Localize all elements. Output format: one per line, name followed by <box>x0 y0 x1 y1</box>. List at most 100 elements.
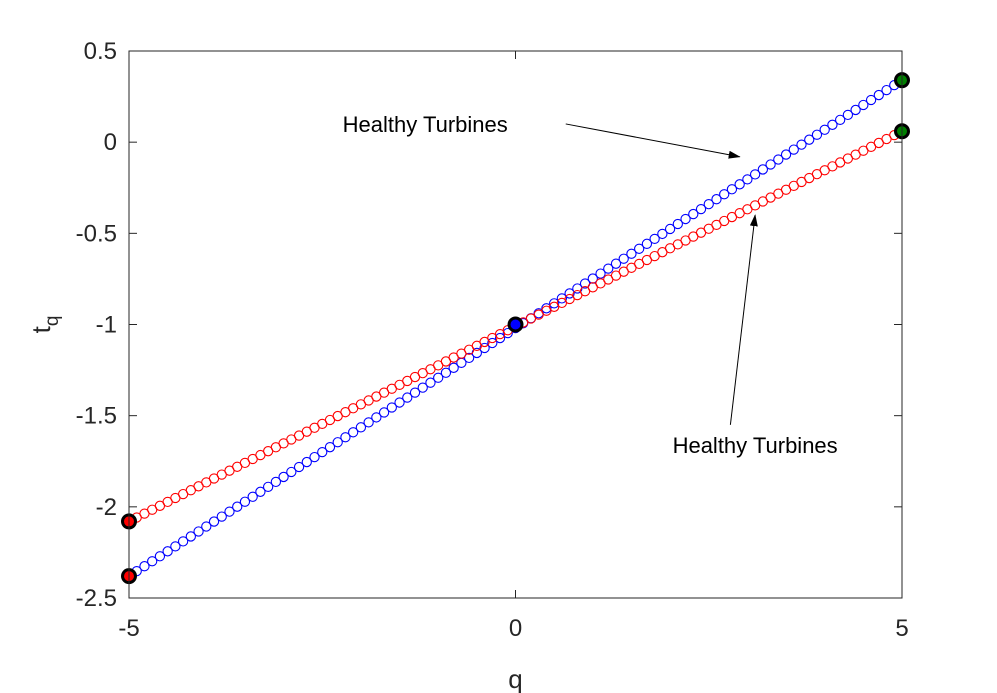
y-tick-label: -1 <box>96 312 117 339</box>
y-tick-label: -1.5 <box>76 403 117 430</box>
y-axis-label-subscript: q <box>42 316 63 327</box>
data-point <box>177 536 189 547</box>
data-point <box>804 134 815 145</box>
data-point <box>340 432 351 443</box>
data-point <box>185 531 196 542</box>
y-tick-label: -2 <box>96 494 117 521</box>
data-point <box>603 263 614 274</box>
annotation-arrow <box>729 214 758 425</box>
data-point <box>703 199 714 210</box>
data-point <box>780 149 792 160</box>
data-point <box>255 486 266 497</box>
data-point <box>649 233 660 245</box>
data-point <box>139 561 150 572</box>
data-point <box>433 372 444 383</box>
data-point <box>201 521 212 532</box>
data-point <box>494 332 506 344</box>
y-axis-label-main: t <box>26 325 56 333</box>
annotation-text: Healthy Turbines <box>673 433 838 458</box>
data-point <box>773 154 784 165</box>
axes: -5 0 5 0.5 0 -0.5 -1 -1.5 -2 -2.5 <box>76 38 909 642</box>
y-tick-label: -0.5 <box>76 220 117 247</box>
data-point <box>232 501 243 512</box>
data-point <box>811 129 823 140</box>
data-point <box>742 174 753 185</box>
data-point <box>278 471 289 483</box>
data-point <box>502 327 513 339</box>
annotation-arrow <box>565 123 741 159</box>
data-point <box>618 253 629 264</box>
data-point <box>734 179 745 190</box>
data-point <box>216 511 227 522</box>
data-point <box>865 94 877 106</box>
data-point <box>239 496 251 507</box>
data-point <box>463 352 475 364</box>
data-point <box>378 407 390 418</box>
data-point <box>417 382 428 393</box>
annotation-1: Healthy Turbines <box>343 112 741 159</box>
data-point <box>309 451 320 463</box>
x-tick-label: 0 <box>509 615 522 642</box>
data-point <box>371 412 382 423</box>
data-point <box>819 124 830 135</box>
data-point <box>626 248 637 259</box>
data-point <box>726 184 738 195</box>
y-tick-label: -2.5 <box>76 585 117 612</box>
data-point <box>610 258 622 269</box>
data-point <box>549 298 560 309</box>
data-point <box>147 556 158 567</box>
data-point <box>657 228 668 240</box>
data-point <box>402 392 413 403</box>
data-point <box>749 169 761 180</box>
data-point <box>564 288 575 299</box>
data-point <box>448 362 459 373</box>
data-point <box>487 337 498 349</box>
data-point <box>355 422 367 433</box>
data-point <box>440 367 452 378</box>
data-point <box>881 84 892 96</box>
data-point <box>788 144 799 155</box>
annotation-2: Healthy Turbines <box>673 214 838 458</box>
data-point <box>796 139 807 150</box>
data-point <box>301 456 312 468</box>
data-point <box>765 159 776 170</box>
annotation-text: Healthy Turbines <box>343 112 508 137</box>
data-point <box>293 461 305 473</box>
data-point <box>688 208 699 220</box>
data-point <box>332 437 343 448</box>
data-point <box>719 189 730 200</box>
data-point <box>680 213 691 225</box>
data-point <box>386 402 397 413</box>
data-point <box>170 541 181 552</box>
x-axis-label: q <box>508 664 522 693</box>
data-point <box>286 466 297 478</box>
data-point <box>394 397 405 408</box>
data-point <box>835 114 846 125</box>
data-point <box>641 238 653 249</box>
x-tick-label: 5 <box>895 615 908 642</box>
data-point <box>425 377 436 388</box>
data-point <box>224 506 235 517</box>
y-tick-label: 0 <box>104 129 117 156</box>
data-point <box>572 283 583 294</box>
data-point <box>270 476 282 488</box>
data-point <box>317 446 328 458</box>
data-point <box>363 417 374 428</box>
data-point <box>154 551 166 562</box>
data-point <box>348 427 359 438</box>
data-point <box>262 481 274 492</box>
data-point <box>842 109 854 121</box>
data-point <box>711 194 722 205</box>
data-point <box>208 516 220 527</box>
data-point <box>850 104 861 116</box>
data-point <box>409 387 421 398</box>
data-point <box>595 268 606 279</box>
highlight-point <box>507 316 524 333</box>
data-point <box>324 442 336 453</box>
data-point <box>858 99 869 111</box>
data-point <box>664 223 676 235</box>
data-point <box>247 491 258 502</box>
